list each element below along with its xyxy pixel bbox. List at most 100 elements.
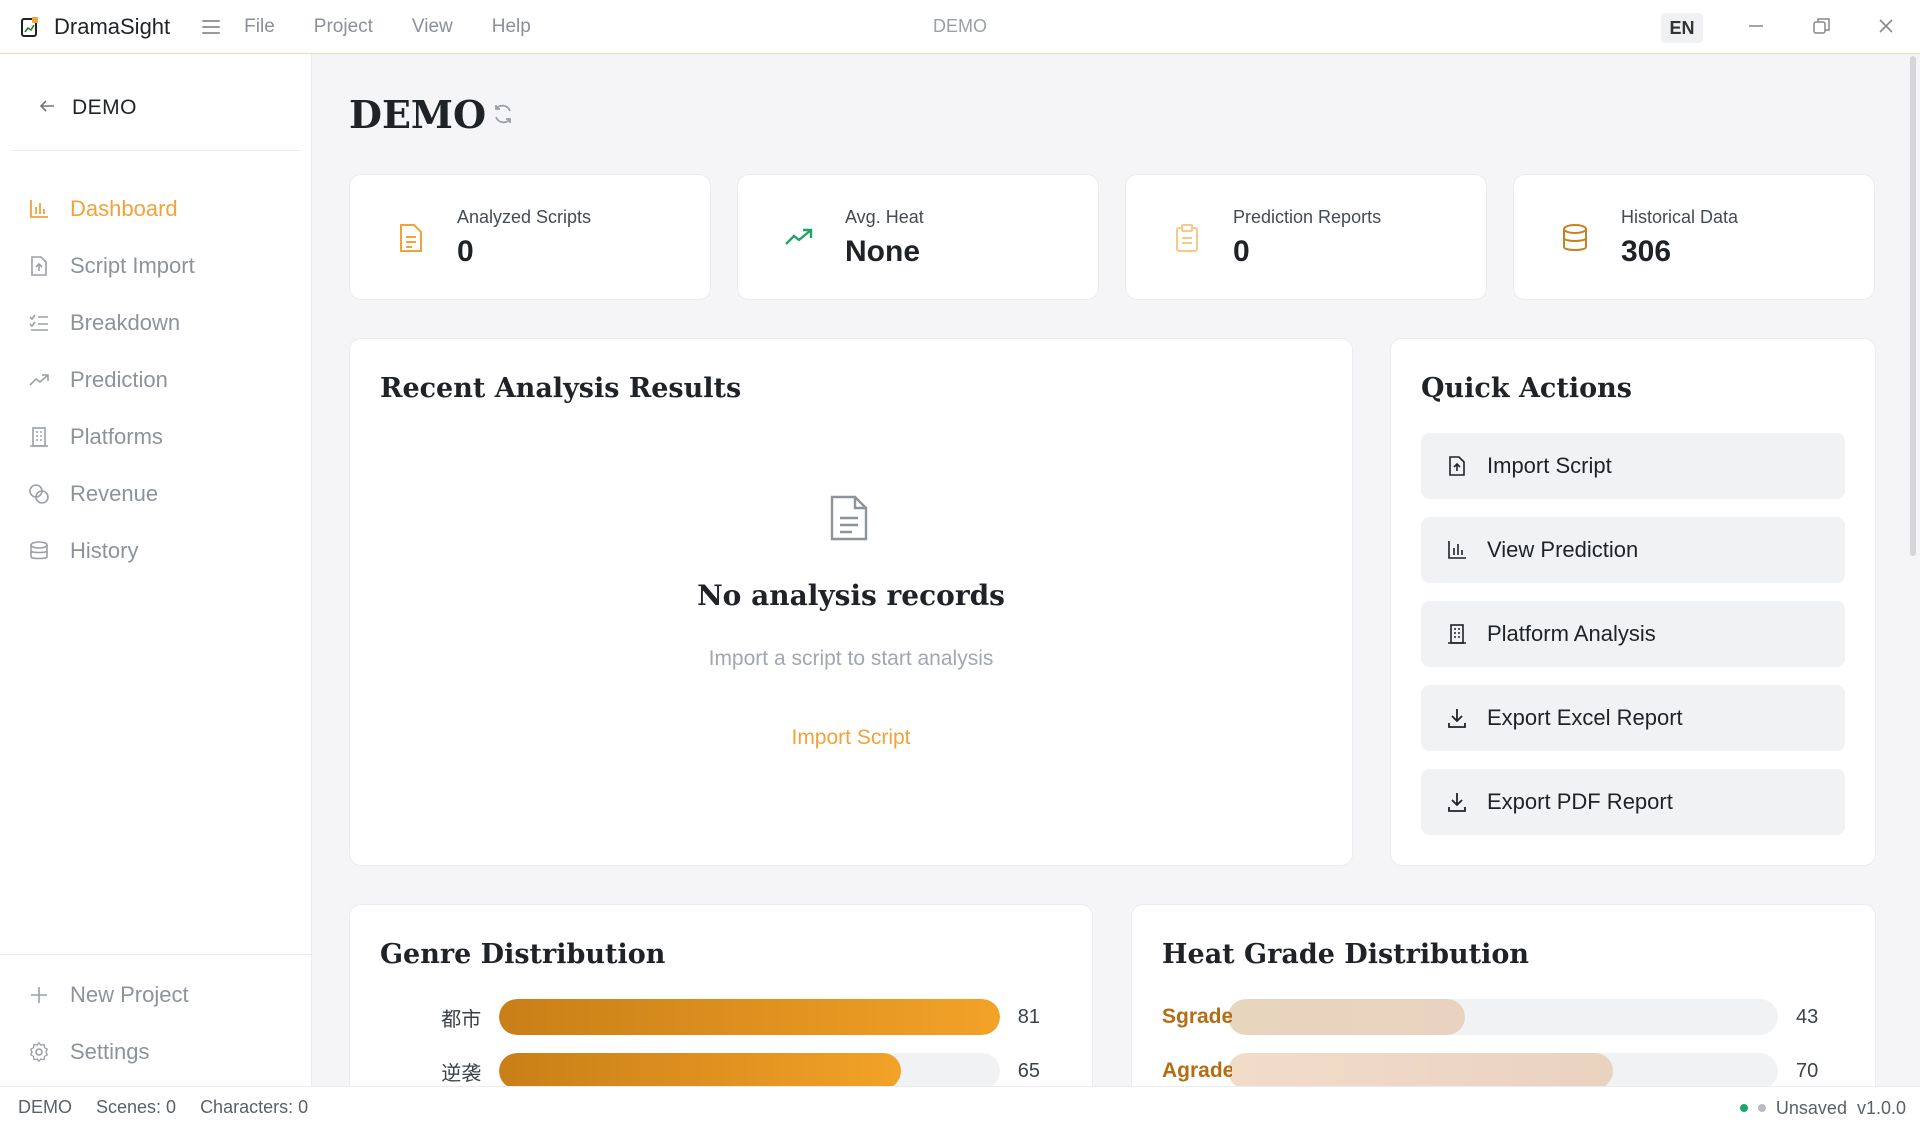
database-icon (1560, 223, 1590, 253)
button-label: Import Script (1487, 453, 1612, 478)
file-upload-icon (28, 255, 50, 277)
trend-up-icon (28, 369, 50, 391)
sidebar-item-breakdown[interactable]: Breakdown (0, 294, 312, 351)
restore-icon[interactable] (1808, 12, 1836, 40)
app-logo-icon (20, 16, 40, 38)
app-version: v1.0.0 (1856, 1097, 1906, 1118)
sidebar-item-history[interactable]: History (0, 522, 312, 579)
settings-button[interactable]: Settings (0, 1023, 312, 1080)
menu-help[interactable]: Help (491, 15, 531, 37)
new-project-label: New Project (70, 981, 189, 1007)
sidebar-item-platforms[interactable]: Platforms (0, 408, 312, 465)
import-script-link[interactable]: Import Script (791, 726, 911, 749)
language-button[interactable]: EN (1661, 13, 1703, 43)
recent-analysis-card: Recent Analysis Results No analysis reco… (349, 338, 1353, 866)
genre-row: 逆袭 65 (380, 1053, 1040, 1086)
heat-grade-row: Sgrade 43 (1162, 999, 1822, 1035)
heat-grade-bar-track (1228, 999, 1778, 1035)
stat-card-analyzed-scripts: Analyzed Scripts 0 (349, 174, 711, 300)
export-pdf-button[interactable]: Export PDF Report (1421, 769, 1845, 835)
title-bar: DramaSight File Project View Help DEMO E… (0, 0, 1920, 54)
genre-label: 逆袭 (441, 1062, 482, 1085)
stat-card-prediction-reports: Prediction Reports 0 (1125, 174, 1487, 300)
stat-value: 306 (1621, 235, 1672, 268)
sidebar-item-label: Platforms (70, 423, 163, 449)
stat-label: Historical Data (1621, 207, 1739, 227)
refresh-icon[interactable] (491, 102, 515, 131)
new-project-button[interactable]: New Project (0, 966, 312, 1023)
checklist-icon (28, 312, 50, 334)
card-title: Genre Distribution (380, 939, 666, 970)
plus-icon (28, 984, 50, 1006)
button-label: View Prediction (1487, 537, 1639, 562)
status-right: Unsaved v1.0.0 (1739, 1087, 1906, 1128)
button-label: Export Excel Report (1487, 705, 1683, 730)
heat-grade-label: Agrade (1162, 1059, 1232, 1082)
sidebar-bottom-nav: New Project Settings (0, 966, 312, 1080)
menu-project[interactable]: Project (313, 15, 373, 37)
sidebar-item-prediction[interactable]: Prediction (0, 351, 312, 408)
heat-grade-label: Sgrade (1162, 1005, 1232, 1028)
card-title: Quick Actions (1421, 373, 1632, 404)
status-dot-icon (1757, 1104, 1766, 1112)
heat-grade-value: 70 (1796, 1059, 1819, 1082)
sidebar-item-script-import[interactable]: Script Import (0, 237, 312, 294)
status-scenes: Scenes: 0 (96, 1097, 177, 1117)
download-icon (1445, 790, 1469, 814)
stat-card-historical-data: Historical Data 306 (1513, 174, 1875, 300)
clipboard-icon (1172, 223, 1202, 253)
sidebar-item-revenue[interactable]: Revenue (0, 465, 312, 522)
back-to-project[interactable]: DEMO (38, 96, 137, 120)
stat-value: 0 (1233, 235, 1250, 268)
export-excel-button[interactable]: Export Excel Report (1421, 685, 1845, 751)
heat-grade-distribution-card: Heat Grade Distribution Sgrade 43 Agrade… (1131, 904, 1876, 1086)
menu-file[interactable]: File (244, 15, 275, 37)
genre-bar (499, 1053, 901, 1086)
genre-distribution-card: Genre Distribution 都市 81 逆袭 65 (349, 904, 1093, 1086)
page-title: DEMO (349, 92, 487, 137)
sidebar-item-label: Revenue (70, 480, 159, 506)
scrollbar[interactable] (1910, 56, 1916, 556)
minimize-icon[interactable] (1742, 12, 1770, 40)
card-title: Heat Grade Distribution (1162, 939, 1529, 970)
card-title: Recent Analysis Results (380, 373, 742, 404)
import-script-button[interactable]: Import Script (1421, 433, 1845, 499)
sidebar-item-label: Dashboard (70, 195, 178, 221)
platform-analysis-button[interactable]: Platform Analysis (1421, 601, 1845, 667)
save-state: Unsaved (1775, 1097, 1847, 1118)
divider (10, 150, 302, 151)
genre-row: 都市 81 (380, 999, 1040, 1035)
bar-chart-icon (1445, 538, 1469, 562)
genre-bar-track (499, 1053, 1000, 1086)
empty-state-title: No analysis records (697, 579, 1005, 612)
menu-toggle-icon[interactable] (202, 19, 221, 34)
heat-grade-value: 43 (1796, 1005, 1819, 1028)
genre-value: 81 (1017, 1005, 1040, 1028)
document-icon (396, 223, 426, 253)
menu-view[interactable]: View (411, 15, 453, 37)
database-icon (28, 540, 50, 562)
file-upload-icon (1445, 454, 1469, 478)
genre-bar (499, 999, 1000, 1035)
genre-bar-track (499, 999, 1000, 1035)
stat-label: Analyzed Scripts (457, 207, 592, 227)
quick-actions-card: Quick Actions Import Script View Predict… (1390, 338, 1876, 866)
building-icon (1445, 622, 1469, 646)
sidebar-item-dashboard[interactable]: Dashboard (0, 180, 312, 237)
heat-grade-bar (1228, 999, 1465, 1035)
close-icon[interactable] (1872, 12, 1900, 40)
settings-label: Settings (70, 1038, 150, 1064)
sidebar-item-label: Prediction (70, 366, 168, 392)
app-name: DramaSight (54, 13, 171, 39)
view-prediction-button[interactable]: View Prediction (1421, 517, 1845, 583)
menu-bar: File Project View Help (244, 16, 570, 38)
gear-icon (28, 1041, 50, 1063)
status-dot-icon (1739, 1104, 1748, 1112)
empty-state-subtitle: Import a script to start analysis (708, 647, 994, 670)
genre-label: 都市 (441, 1008, 482, 1031)
button-label: Export PDF Report (1487, 789, 1673, 814)
main-content: DEMO Analyzed Scripts 0 Avg. Heat None P… (313, 54, 1907, 1086)
status-project: DEMO (18, 1097, 72, 1117)
sidebar-item-label: History (70, 537, 139, 563)
sidebar-item-label: Script Import (70, 252, 195, 278)
